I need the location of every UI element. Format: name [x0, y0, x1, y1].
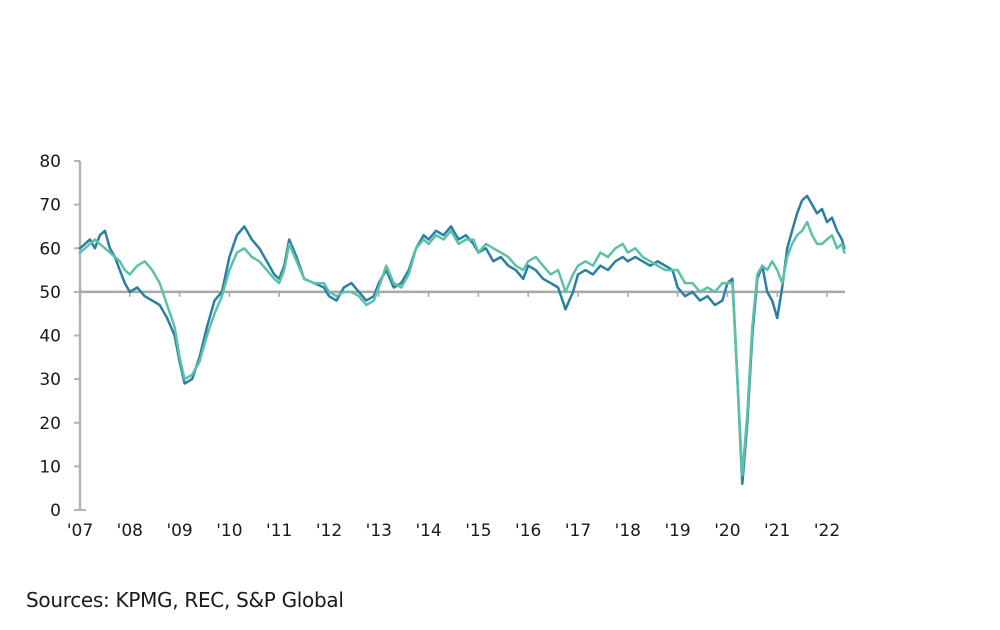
reference-line-group [79, 290, 845, 297]
y-tick-label: 50 [39, 283, 61, 303]
x-tick-label: '22 [814, 521, 840, 541]
x-tick-label: '19 [664, 521, 690, 541]
x-tick-label: '12 [316, 521, 342, 541]
series-line-dark [78, 194, 846, 486]
x-tick-label: '18 [615, 521, 641, 541]
x-tick-label: '17 [565, 521, 591, 541]
y-tick-label: 0 [50, 501, 61, 521]
x-tick-label: '21 [764, 521, 790, 541]
y-tick-label: 70 [39, 196, 61, 216]
y-tick-label: 60 [39, 239, 61, 259]
y-axis: 0 10 20 30 40 50 60 70 80 [39, 152, 82, 521]
y-tick-label: 40 [39, 327, 61, 347]
x-tick-label: '10 [216, 521, 242, 541]
x-tick-label: '16 [515, 521, 541, 541]
x-tick-label: '15 [465, 521, 491, 541]
y-tick-label: 20 [39, 414, 61, 434]
x-tick-label: '08 [117, 521, 143, 541]
series-group [78, 194, 846, 486]
x-tick-label: '14 [415, 521, 441, 541]
x-tick-label: '13 [366, 521, 392, 541]
x-axis: '07 '08 '09 '10 '11 '12 '13 '14 '15 '16 '17 '18 '19 '… [67, 509, 840, 541]
x-tick-label: '09 [166, 521, 192, 541]
y-tick-label: 80 [39, 152, 61, 172]
x-tick-label: '20 [714, 521, 740, 541]
series-line-light [78, 220, 846, 477]
x-tick-label: '07 [67, 521, 93, 541]
source-note: Sources: KPMG, REC, S&P Global [26, 588, 344, 612]
x-tick-label: '11 [266, 521, 292, 541]
y-tick-label: 10 [39, 457, 61, 477]
y-tick-label: 30 [39, 370, 61, 390]
